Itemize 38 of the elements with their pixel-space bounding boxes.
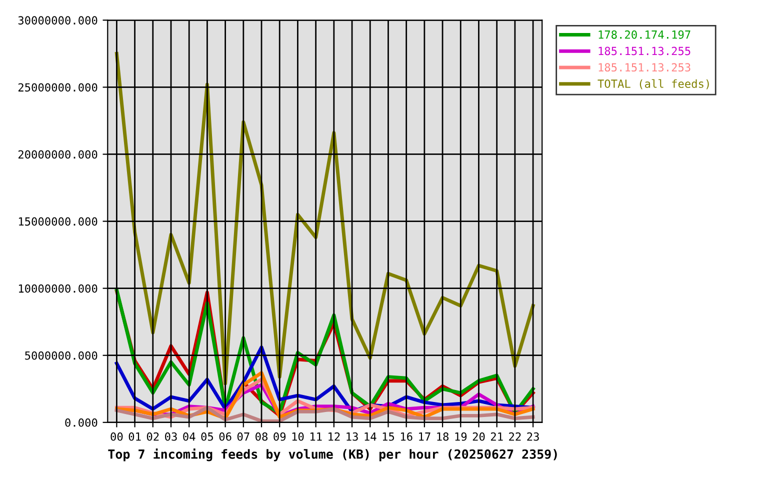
- x-tick-label: 19: [455, 432, 467, 441]
- x-tick-label: 07: [237, 432, 250, 441]
- x-tick-label: 11: [310, 432, 322, 441]
- x-tick-label: 06: [219, 432, 232, 441]
- y-tick-label: 15000000.000: [18, 217, 98, 226]
- x-tick-label: 18: [437, 432, 449, 441]
- x-axis-title: Top 7 incoming feeds by volume (KB) per hour (20250627 2359): [108, 448, 557, 462]
- y-tick-label: 30000000.000: [18, 16, 98, 25]
- x-tick-label: 01: [128, 432, 141, 441]
- x-tick-label: 13: [346, 432, 358, 441]
- legend-label: 178.20.174.197: [598, 30, 690, 39]
- x-tick-label: 14: [364, 432, 376, 441]
- x-tick-label: 20: [472, 432, 485, 441]
- y-tick-label: 20000000.000: [18, 150, 98, 159]
- x-tick-label: 05: [201, 432, 214, 441]
- y-tick-label: 5000000.000: [25, 351, 98, 360]
- x-tick-label: 12: [328, 432, 340, 441]
- x-tick-label: 00: [110, 432, 123, 441]
- x-tick-label: 09: [274, 432, 286, 441]
- line-series: [114, 52, 535, 386]
- x-tick-label: 17: [419, 432, 430, 441]
- x-tick-label: 23: [527, 432, 539, 441]
- x-tick-label: 03: [165, 432, 177, 441]
- x-tick-label: 22: [509, 432, 521, 441]
- line-series: [114, 406, 535, 422]
- x-tick-label: 16: [400, 432, 412, 441]
- x-tick-label: 04: [183, 432, 196, 441]
- legend-label: 185.151.13.255: [598, 46, 690, 56]
- y-tick-label: 0.000: [65, 418, 98, 427]
- legend-label: 185.151.13.253: [598, 63, 690, 72]
- x-tick-label: 08: [256, 432, 268, 441]
- x-tick-label: 10: [292, 432, 304, 441]
- y-tick-label: 25000000.000: [18, 83, 98, 92]
- y-tick-label: 10000000.000: [18, 284, 98, 293]
- x-tick-label: 21: [490, 432, 503, 441]
- legend-label: TOTAL (all feeds): [598, 79, 709, 90]
- x-tick-label: 02: [146, 432, 159, 441]
- x-tick-label: 15: [382, 432, 394, 441]
